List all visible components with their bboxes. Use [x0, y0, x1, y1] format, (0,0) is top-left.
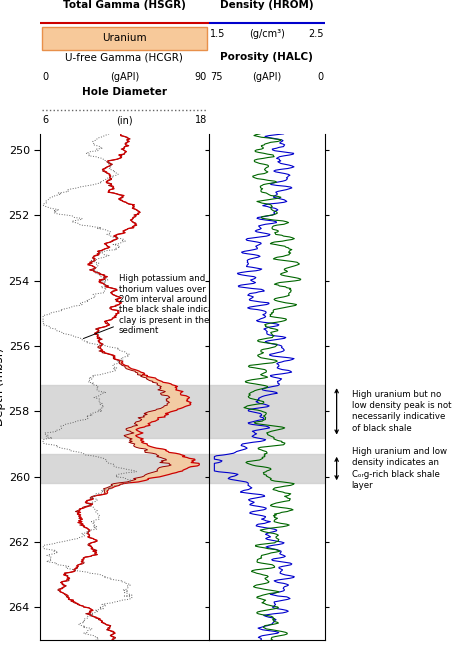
Text: Total Gamma (HSGR): Total Gamma (HSGR): [63, 0, 186, 10]
Bar: [40, 454, 209, 483]
Y-axis label: Depth (mbsf): Depth (mbsf): [0, 347, 6, 426]
Bar: [40, 385, 209, 438]
Text: Porosity (HALC): Porosity (HALC): [220, 52, 313, 62]
Text: 0: 0: [318, 72, 324, 82]
Text: 1.5: 1.5: [210, 29, 225, 39]
Text: (in): (in): [116, 115, 133, 125]
Text: Density (HROM): Density (HROM): [220, 0, 313, 10]
Text: High potassium and
thorium values over a
20m interval around
the black shale ind: High potassium and thorium values over a…: [83, 274, 222, 338]
Text: 90: 90: [195, 72, 207, 82]
FancyBboxPatch shape: [42, 27, 207, 50]
Text: 18: 18: [195, 115, 207, 125]
Text: High uranium and low
density indicates an
Cₒᵣg-rich black shale
layer: High uranium and low density indicates a…: [352, 447, 447, 490]
Text: (g/cm³): (g/cm³): [249, 29, 284, 39]
Text: High uranium but no
low density peak is not
necessarily indicative
of black shal: High uranium but no low density peak is …: [352, 390, 451, 432]
Text: 75: 75: [210, 72, 222, 82]
Text: Hole Diameter: Hole Diameter: [82, 87, 167, 97]
Text: 2.5: 2.5: [308, 29, 324, 39]
Bar: [209, 385, 325, 438]
Text: (gAPI): (gAPI): [252, 72, 281, 82]
Text: U-free Gamma (HCGR): U-free Gamma (HCGR): [65, 52, 183, 62]
Bar: [209, 454, 325, 483]
Text: 0: 0: [42, 72, 48, 82]
Text: 6: 6: [42, 115, 48, 125]
Text: Uranium: Uranium: [102, 33, 147, 43]
Text: (gAPI): (gAPI): [110, 72, 139, 82]
